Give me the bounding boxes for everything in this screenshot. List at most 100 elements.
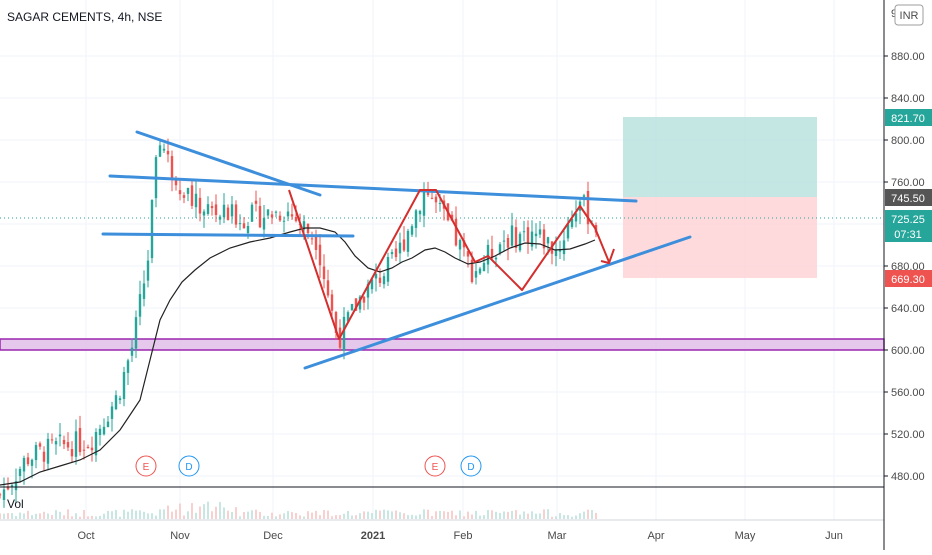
candle-body <box>526 227 530 244</box>
target-price-label: 821.70 <box>891 113 925 125</box>
volume-bar <box>15 516 17 519</box>
stop-price-label: 669.30 <box>891 274 925 286</box>
volume-bar <box>215 506 217 519</box>
volume-bar <box>75 513 77 519</box>
candle-body <box>70 449 74 457</box>
volume-bar <box>243 512 245 519</box>
candle-body <box>518 233 522 251</box>
current-price-label-bg[interactable] <box>885 210 932 242</box>
volume-bar <box>11 513 13 519</box>
volume-bar <box>335 515 337 519</box>
candle-body <box>414 210 418 228</box>
candle-body <box>34 445 38 461</box>
entry-price-label: 745.50 <box>891 193 925 205</box>
candle-body <box>18 469 22 477</box>
current-price-label: 725.25 <box>891 214 925 226</box>
candle-body <box>314 235 318 250</box>
volume-bar <box>355 515 357 519</box>
candle-body <box>142 283 146 299</box>
volume-bar <box>427 509 429 519</box>
volume-bar <box>327 510 329 519</box>
loss-zone[interactable] <box>623 197 817 278</box>
candle-body <box>454 218 458 246</box>
volume-bar <box>375 509 377 519</box>
candle-body <box>66 442 70 448</box>
candle-body <box>46 438 50 464</box>
event-marker-d-1: D <box>185 462 192 473</box>
volume-bar <box>263 515 265 519</box>
currency-button[interactable] <box>894 4 924 26</box>
candle-body <box>186 188 190 194</box>
candle-body <box>242 223 246 229</box>
symbol-title[interactable]: SAGAR CEMENTS, 4h, NSE <box>7 10 162 24</box>
volume-bar <box>295 513 297 519</box>
volume-bar <box>363 511 365 519</box>
candle-body <box>158 145 162 157</box>
trend-lines[interactable] <box>101 130 692 370</box>
candle-body <box>26 457 30 465</box>
volume-bar <box>579 513 581 519</box>
candle-body <box>426 190 430 196</box>
volume-bar <box>223 507 225 519</box>
volume-bar <box>447 511 449 519</box>
candle-body <box>190 185 194 206</box>
candle-body <box>250 204 254 222</box>
stop-price-label-bg[interactable] <box>885 270 932 287</box>
target-price-label-bg[interactable] <box>885 109 932 126</box>
candle-body <box>94 431 98 456</box>
volume-bar <box>111 511 113 519</box>
candle-body <box>534 233 538 237</box>
candle-body <box>10 485 14 488</box>
volume-bar <box>559 513 561 519</box>
volume-bar <box>583 511 585 519</box>
volume-bar <box>303 516 305 519</box>
candle-body <box>278 215 282 221</box>
price-tick: 520.00 <box>891 429 925 441</box>
volume-bar <box>475 510 477 519</box>
volume-bar <box>151 513 153 519</box>
volume-bar <box>487 510 489 519</box>
candle-body <box>470 259 474 283</box>
candle-body <box>410 226 414 235</box>
candle-body <box>230 204 234 217</box>
volume-bar <box>179 503 181 519</box>
price-tick: 560.00 <box>891 387 925 399</box>
volume-bar <box>283 513 285 519</box>
volume-bar <box>115 509 117 519</box>
volume-bar <box>119 516 121 519</box>
candle-body <box>162 148 166 151</box>
price-axis[interactable]: 880.00 840.00 800.00 760.00 680.00 640.0… <box>884 8 925 483</box>
profit-zone[interactable] <box>623 117 817 197</box>
volume-bar <box>531 511 533 519</box>
candle-body <box>530 231 534 247</box>
candle-body <box>342 316 346 351</box>
candle-body <box>322 266 326 280</box>
volume-bar <box>107 510 109 519</box>
volume-bar <box>311 512 313 519</box>
volume-bar <box>255 509 257 519</box>
candle-body <box>50 439 54 441</box>
volume-bar <box>491 510 493 519</box>
candle-body <box>462 240 466 248</box>
candle-body <box>390 252 394 255</box>
volume-bar <box>319 515 321 519</box>
volume-bar <box>235 507 237 519</box>
candle-body <box>122 372 126 399</box>
volume-bar <box>451 510 453 519</box>
volume-bar <box>219 502 221 519</box>
volume-bar <box>63 515 65 519</box>
currency-label: INR <box>900 10 919 22</box>
volume-bar <box>83 510 85 519</box>
price-tick: 600.00 <box>891 345 925 357</box>
volume-bar <box>407 514 409 519</box>
volume-bar <box>371 512 373 519</box>
zigzag-pattern[interactable] <box>288 189 610 340</box>
candle-body <box>326 280 330 296</box>
candle-body <box>58 434 62 437</box>
volume-bar <box>439 510 441 519</box>
volume-bar <box>247 511 249 519</box>
event-markers[interactable]: E D E D <box>135 455 482 477</box>
time-axis[interactable]: Oct Nov Dec 2021 Feb Mar Apr May Jun <box>77 530 842 542</box>
entry-price-label-bg[interactable] <box>885 189 932 206</box>
